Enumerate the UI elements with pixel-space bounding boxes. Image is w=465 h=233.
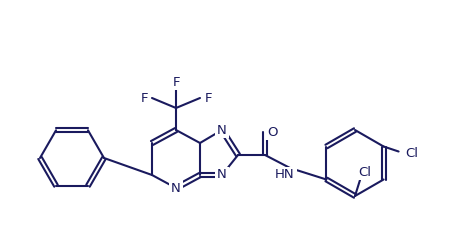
Text: F: F	[204, 92, 212, 104]
Text: O: O	[267, 126, 277, 138]
Text: F: F	[172, 75, 180, 89]
Text: F: F	[140, 92, 148, 104]
Text: N: N	[217, 123, 227, 137]
Text: N: N	[217, 168, 227, 182]
Text: N: N	[171, 182, 181, 195]
Text: Cl: Cl	[359, 165, 372, 178]
Text: HN: HN	[275, 168, 295, 182]
Text: Cl: Cl	[405, 147, 418, 160]
